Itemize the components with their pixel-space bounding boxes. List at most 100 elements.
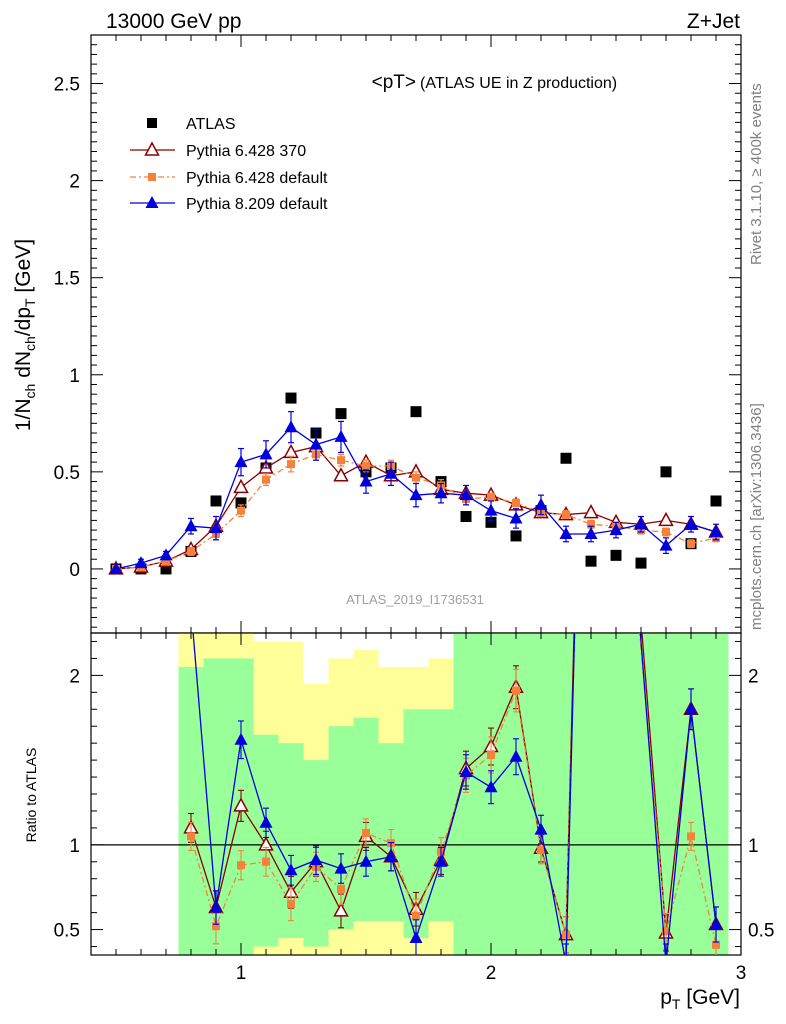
data-point-pythia-6-428-default	[162, 557, 170, 566]
main-y-tick-label: 1.5	[54, 269, 80, 290]
data-point-pythia-6-428-default	[687, 539, 695, 548]
ratio-point-pythia-8-209-default	[359, 854, 373, 867]
legend-entry-pythia6-370: Pythia 6.428 370	[130, 141, 306, 160]
ratio-point-pythia-8-209-default	[284, 863, 298, 876]
data-point-atlas	[660, 466, 672, 478]
data-point-pythia-8-209-default	[284, 420, 298, 433]
data-point-pythia-8-209-default	[409, 488, 423, 501]
data-point-pythia-8-209-default	[634, 517, 648, 530]
data-point-pythia-6-428-370	[658, 511, 674, 527]
ratio-point-pythia-8-209-default	[484, 780, 498, 793]
data-point-pythia-8-209-default	[259, 447, 273, 460]
legend-label-pythia6-default: Pythia 6.428 default	[186, 170, 328, 187]
green-band-bin	[653, 633, 679, 955]
ratio-point-pythia-6-428-default	[662, 927, 670, 936]
header-left: 13000 GeV pp	[106, 10, 241, 33]
ratio-point-pythia-6-428-default	[212, 922, 220, 931]
data-point-pythia-8-209-default	[684, 517, 698, 530]
data-point-pythia-8-209-default	[534, 497, 548, 510]
ratio-y-tick-label-right: 0.5	[748, 921, 774, 942]
data-point-pythia-6-428-default	[337, 456, 345, 465]
data-point-atlas	[585, 555, 597, 567]
data-point-pythia-6-428-default	[237, 506, 245, 515]
ratio-bands	[178, 633, 729, 955]
green-band-bin	[703, 633, 729, 955]
series-pythia-8-209-default	[109, 411, 723, 574]
ratio-point-pythia-6-428-default	[512, 686, 520, 695]
ratio-point-pythia-6-428-default	[487, 751, 495, 760]
ratio-point-pythia-6-428-default	[337, 884, 345, 893]
data-point-atlas	[160, 563, 172, 575]
ratio-y-tick-label-right: 1	[748, 836, 759, 857]
ratio-point-pythia-8-209-default	[334, 861, 348, 874]
data-point-pythia-6-428-370	[583, 504, 599, 519]
data-point-pythia-6-428-default	[262, 475, 270, 484]
ratio-point-pythia-8-209-default	[384, 849, 398, 862]
ratio-point-pythia-6-428-default	[537, 845, 545, 854]
ratio-point-pythia-6-428-370	[333, 902, 349, 917]
data-point-pythia-8-209-default	[609, 523, 623, 536]
legend-marker-pythia6-370	[144, 141, 160, 156]
ratio-point-pythia-6-428-default	[362, 828, 370, 837]
main-y-tick-label: 2.5	[54, 75, 80, 96]
ratio-y-tick-label: 1	[69, 836, 80, 857]
x-tick-label: 2	[486, 963, 497, 984]
data-point-atlas	[335, 408, 347, 420]
main-series-group	[108, 392, 724, 575]
main-y-tick-label: 0	[69, 560, 80, 581]
ratio-point-pythia-6-428-default	[287, 900, 295, 909]
data-point-atlas	[485, 516, 497, 528]
data-point-pythia-6-428-default	[362, 462, 370, 471]
data-point-pythia-8-209-default	[459, 488, 473, 501]
ratio-point-pythia-8-209-default	[409, 931, 423, 944]
data-point-pythia-6-428-default	[487, 493, 495, 502]
data-point-pythia-6-428-default	[287, 460, 295, 469]
mcplots-label: mcplots.cern.ch [arXiv:1306.3436]	[748, 403, 765, 630]
ratio-point-pythia-8-209-default	[684, 702, 698, 715]
x-tick-label: 3	[736, 963, 747, 984]
ratio-point-pythia-8-209-default	[259, 815, 273, 828]
ratio-point-pythia-6-428-370	[233, 797, 249, 812]
data-point-pythia-8-209-default	[109, 561, 123, 574]
legend: ATLAS Pythia 6.428 370 Pythia 6.428 defa…	[130, 116, 328, 213]
data-point-pythia-8-209-default	[184, 519, 198, 532]
ratio-point-pythia-8-209-default	[209, 900, 223, 913]
ratio-point-pythia-8-209-default	[434, 854, 448, 867]
data-point-pythia-8-209-default	[384, 466, 398, 479]
data-point-pythia-8-209-default	[434, 486, 448, 499]
ratio-point-pythia-8-209-default	[509, 749, 523, 762]
legend-label-atlas: ATLAS	[186, 116, 236, 133]
data-point-pythia-6-428-370	[333, 467, 349, 482]
ratio-point-pythia-6-428-default	[262, 857, 270, 866]
x-axis-label: pT [GeV]	[660, 986, 740, 1012]
data-point-pythia-8-209-default	[559, 526, 573, 539]
ratio-point-pythia-6-428-default	[187, 832, 195, 841]
main-y-tick-label: 0.5	[54, 463, 80, 484]
data-point-pythia-8-209-default	[509, 511, 523, 524]
data-point-pythia-6-428-default	[187, 547, 195, 556]
green-band-bin	[553, 633, 579, 955]
green-band-bin	[528, 633, 554, 955]
ratio-point-pythia-6-428-370	[585, 0, 598, 2]
x-tick-label: 1	[236, 963, 247, 984]
ratio-point-pythia-8-209-default	[709, 917, 723, 930]
ratio-series-group	[183, 0, 724, 955]
legend-entry-atlas: ATLAS	[147, 116, 236, 133]
ratio-point-pythia-6-428-default	[412, 912, 420, 921]
data-point-pythia-8-209-default	[209, 521, 223, 534]
ratio-line-pythia-6-428-370	[190, 633, 717, 935]
data-point-atlas	[460, 511, 472, 523]
analysis-watermark: ATLAS_2019_I1736531	[346, 592, 484, 607]
data-point-pythia-6-428-default	[412, 473, 420, 482]
data-point-pythia-8-209-default	[484, 503, 498, 516]
main-y-axis-label: 1/Nch dNch/dpT [GeV]	[12, 239, 38, 431]
legend-marker-pythia6-default	[148, 173, 156, 181]
legend-marker-atlas	[147, 118, 157, 128]
ratio-y-tick-label: 2	[69, 666, 80, 687]
ratio-line-pythia-6-428-default	[190, 633, 717, 945]
ratio-y-axis-label: Ratio to ATLAS	[23, 748, 39, 843]
green-band-bin	[628, 633, 654, 955]
ratio-point-pythia-6-428-default	[237, 861, 245, 870]
ratio-point-pythia-6-428-default	[712, 940, 720, 949]
